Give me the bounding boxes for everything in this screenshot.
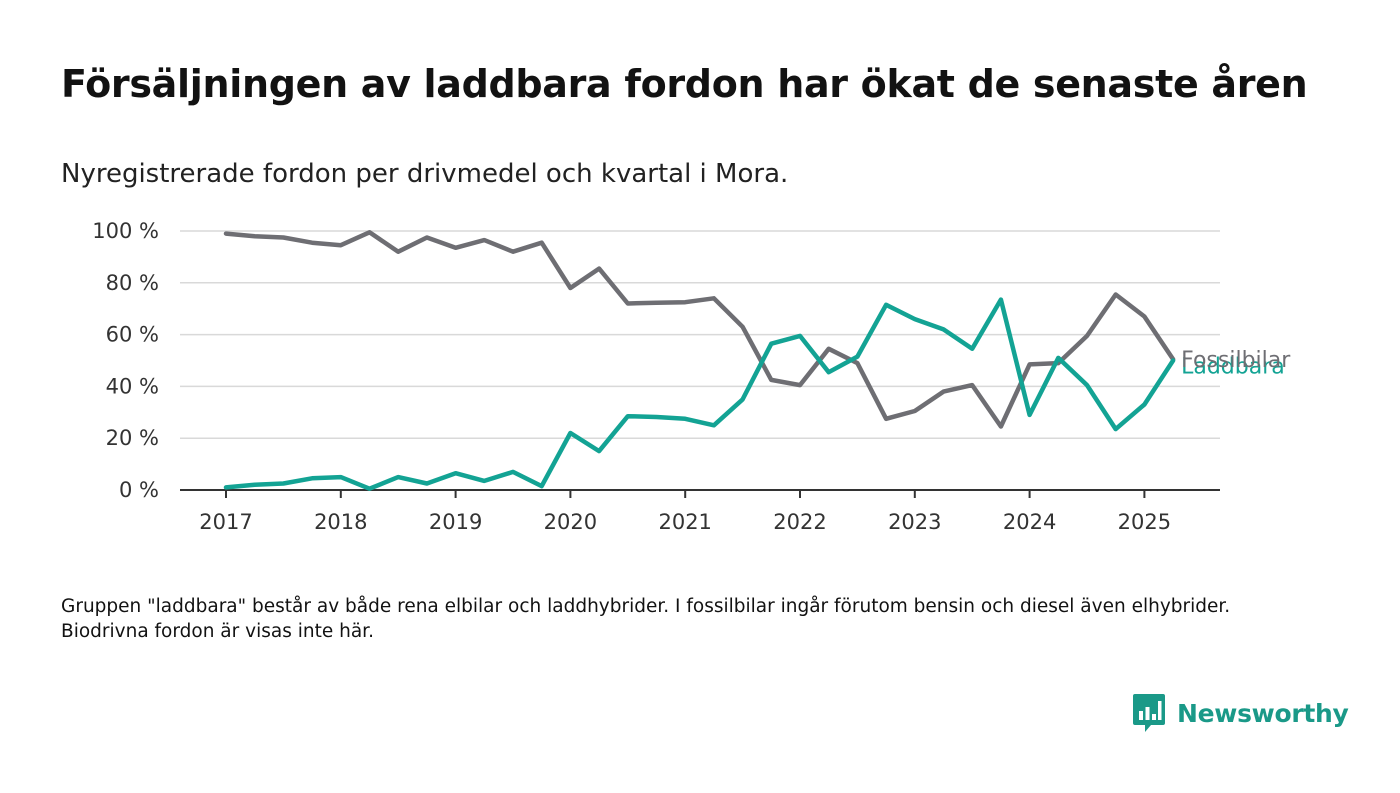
x-tick-label: 2017 [199,510,252,534]
footnote: Gruppen "laddbara" består av både rena e… [61,596,1231,642]
x-tick-label: 2024 [1003,510,1056,534]
chart-title: Försäljningen av laddbara fordon har öka… [61,62,1308,106]
gridlines [180,230,1220,491]
x-tick-label: 2019 [429,510,482,534]
y-tick-label: 20 % [106,426,159,450]
x-tick-label: 2025 [1118,510,1171,534]
x-tick-label: 2018 [314,510,367,534]
chart-subtitle: Nyregistrerade fordon per drivmedel och … [61,159,789,189]
y-axis-ticks: 0 % 20 % 40 % 60 % 80 % 100 % [92,219,159,502]
x-axis-ticks: 2017 2018 2019 2020 2021 2022 2023 2024 2025 [199,490,1171,534]
x-tick-label: 2022 [773,510,826,534]
series-lines [223,230,1176,491]
y-tick-label: 60 % [106,323,159,347]
series-line-laddbara [223,297,1176,491]
brand-name: Newsworthy [1177,698,1349,728]
newsworthy-brand[interactable]: Newsworthy [1132,692,1349,734]
series-line-fossilbilar [223,230,1176,429]
x-tick-label: 2020 [544,510,597,534]
y-tick-label: 80 % [106,271,159,295]
newsworthy-logo-icon [1133,694,1165,732]
y-tick-label: 100 % [92,219,159,243]
series-label-laddbara: Laddbara [1181,355,1285,380]
x-tick-label: 2023 [888,510,941,534]
x-tick-label: 2021 [658,510,711,534]
line-chart: 0 % 20 % 40 % 60 % 80 % 100 % 2017 2018 2019 202… [92,219,1291,534]
y-tick-label: 0 % [119,478,159,502]
series-label-fossilbilar: Fossilbilar [1181,348,1291,373]
y-tick-label: 40 % [106,374,159,398]
